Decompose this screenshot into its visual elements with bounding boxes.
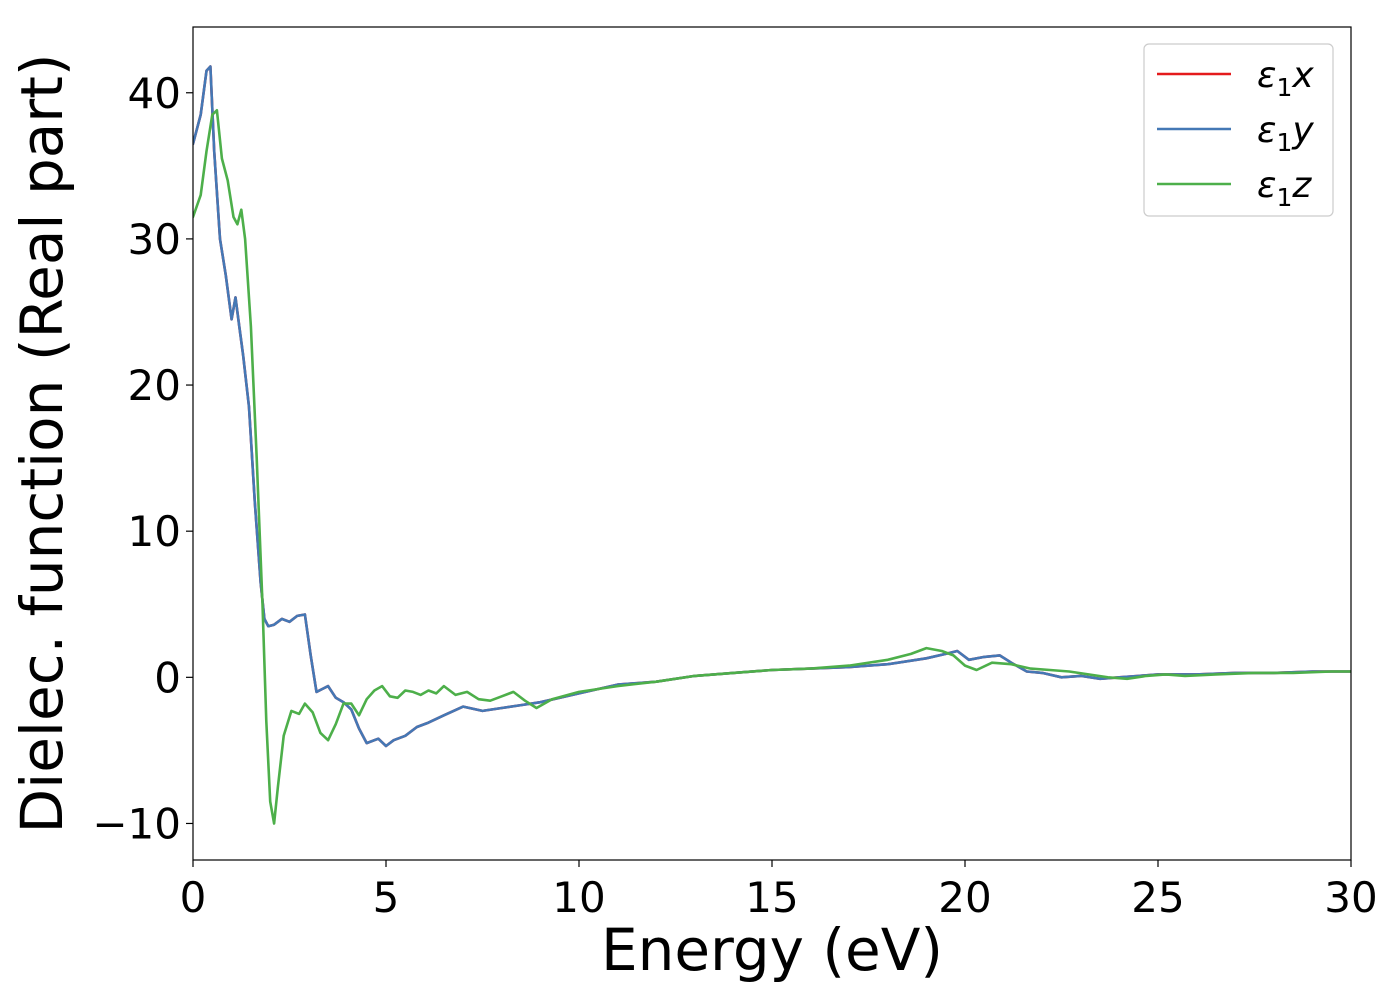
x-tick-label: 20 <box>938 873 991 922</box>
legend-symbol: ε <box>1257 55 1276 96</box>
y-tick-label: 0 <box>154 653 181 702</box>
x-tick-label: 30 <box>1324 873 1377 922</box>
legend-component: z <box>1291 165 1312 206</box>
legend-box <box>1143 43 1334 217</box>
x-tick-label: 15 <box>745 873 798 922</box>
x-axis: 0 5 10 15 20 25 30 <box>180 860 1378 922</box>
y-tick-label: 40 <box>128 69 181 118</box>
legend-label-y: ε1y <box>1257 110 1314 157</box>
legend-label-x: ε1x <box>1257 55 1314 102</box>
legend-symbol: ε <box>1257 165 1276 206</box>
y-axis-label: Dielec. function (Real part) <box>8 53 76 833</box>
x-tick-label: 10 <box>552 873 605 922</box>
legend-subscript: 1 <box>1276 73 1292 102</box>
y-tick-label: 30 <box>128 215 181 264</box>
legend-label-z: ε1z <box>1257 165 1312 212</box>
y-tick-label: 20 <box>128 361 181 410</box>
y-axis: −10 0 10 20 30 40 <box>92 69 193 848</box>
x-tick-label: 0 <box>180 873 207 922</box>
x-tick-label: 25 <box>1131 873 1184 922</box>
y-tick-label: 10 <box>128 507 181 556</box>
legend-subscript: 1 <box>1276 183 1292 212</box>
x-tick-label: 5 <box>373 873 400 922</box>
y-tick-label: −10 <box>92 799 181 848</box>
legend-subscript: 1 <box>1276 128 1292 157</box>
plot-lines <box>193 65 1351 825</box>
legend-component: y <box>1291 110 1314 151</box>
x-axis-label: Energy (eV) <box>601 916 943 984</box>
series-line-z <box>193 109 1351 825</box>
legend-symbol: ε <box>1257 110 1276 151</box>
series-line-y <box>193 65 1351 748</box>
legend-component: x <box>1291 55 1314 96</box>
